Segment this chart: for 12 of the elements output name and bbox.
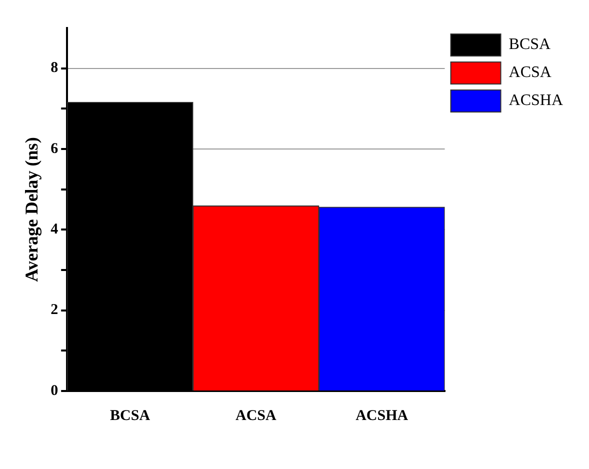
x-tick-label: ACSHA (356, 408, 408, 424)
x-tick-label: BCSA (110, 408, 150, 424)
legend-label: BCSA (508, 36, 552, 54)
y-tick-label: 8 (50, 60, 58, 76)
legend-label: ACSA (508, 64, 552, 82)
y-tick-label: 6 (50, 140, 59, 157)
y-axis-title: Average Delay (ns) (21, 137, 42, 282)
y-tick-label: 2 (50, 302, 58, 318)
y-tick-label: 4 (50, 222, 59, 238)
legend-label: ACSHA (508, 92, 564, 110)
x-tick-label: ACSA (236, 408, 277, 424)
y-tick-label: 0 (50, 382, 58, 399)
